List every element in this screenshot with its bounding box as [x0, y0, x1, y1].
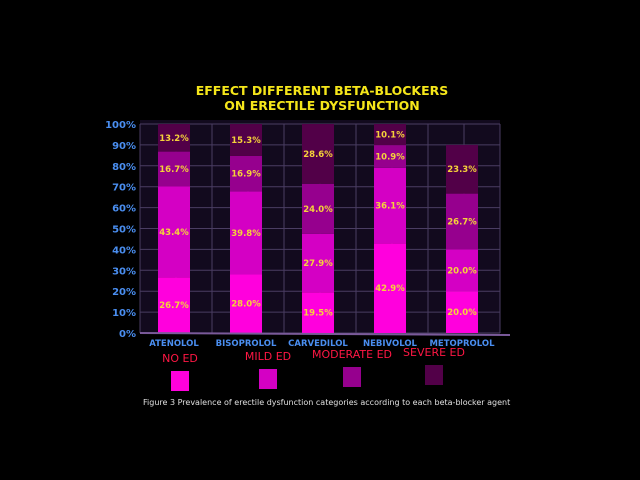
legend-swatch: [259, 369, 277, 389]
x-tick-label: METOPROLOL: [429, 339, 495, 349]
y-tick-label: 40%: [112, 245, 136, 256]
bar-severe-ed: [158, 124, 190, 152]
bar-no-ed: [302, 292, 334, 333]
bar-severe-ed: [302, 124, 334, 184]
x-tick-label: ATENOLOL: [149, 339, 199, 349]
legend-label: MILD ED: [245, 350, 291, 363]
legend-swatch: [425, 365, 443, 385]
legend-swatch: [171, 371, 189, 391]
legend-label: NO ED: [162, 352, 198, 365]
chart-title-line-1: EFFECT DIFFERENT BETA-BLOCKERS: [196, 83, 449, 98]
data-label: 10.1%: [375, 131, 405, 141]
x-axis: [139, 332, 511, 336]
x-tick-label: NEBIVOLOL: [363, 339, 418, 349]
bar-severe-ed: [374, 124, 406, 146]
data-label: 19.5%: [303, 309, 333, 319]
figure-caption: Figure 3 Prevalence of erectile dysfunct…: [143, 398, 510, 407]
data-label: 24.0%: [303, 205, 333, 215]
chart-title-line-2: ON ERECTILE DYSFUNCTION: [224, 98, 419, 113]
bar-moderate-ed: [230, 155, 262, 192]
y-tick-label: 80%: [112, 162, 136, 173]
bar-mild-ed: [158, 186, 190, 278]
data-label: 28.6%: [303, 150, 333, 160]
bar-severe-ed: [446, 144, 478, 194]
bar-moderate-ed: [158, 151, 190, 187]
data-label: 15.3%: [231, 136, 261, 146]
bar-no-ed: [374, 243, 406, 333]
data-label: 20.0%: [447, 266, 477, 276]
data-label: 36.1%: [375, 202, 405, 212]
data-label: 23.3%: [447, 165, 477, 175]
y-tick-label: 50%: [112, 225, 136, 236]
bar-mild-ed: [230, 191, 262, 275]
y-tick-label: 100%: [105, 120, 136, 131]
data-label: 43.4%: [159, 228, 189, 238]
y-tick-label: 90%: [112, 141, 136, 152]
x-tick-label: CARVEDILOL: [288, 339, 348, 349]
legend-label: MODERATE ED: [312, 348, 392, 361]
data-label: 16.7%: [159, 165, 189, 175]
bar-mild-ed: [446, 249, 478, 292]
data-label: 10.9%: [375, 152, 405, 162]
bar-moderate-ed: [302, 183, 334, 234]
data-label: 13.2%: [159, 134, 189, 144]
bar-moderate-ed: [374, 145, 406, 168]
data-label: 26.7%: [447, 217, 477, 227]
data-label: 20.0%: [447, 308, 477, 318]
data-label: 16.9%: [231, 170, 261, 180]
data-label: 42.9%: [375, 284, 405, 294]
x-tick-label: BISOPROLOL: [216, 339, 277, 349]
bar-severe-ed: [230, 124, 262, 156]
bar-mild-ed: [374, 167, 406, 244]
y-tick-label: 30%: [112, 266, 136, 277]
data-label: 28.0%: [231, 300, 261, 310]
y-tick-label: 10%: [112, 308, 136, 319]
y-tick-label: 0%: [119, 329, 136, 340]
bar-no-ed: [158, 277, 190, 333]
bar-no-ed: [230, 274, 262, 333]
y-tick-label: 60%: [112, 204, 136, 215]
data-label: 26.7%: [159, 301, 189, 311]
bar-mild-ed: [302, 233, 334, 293]
data-label: 39.8%: [231, 229, 261, 239]
data-label: 27.9%: [303, 259, 333, 269]
y-tick-label: 20%: [112, 287, 136, 298]
legend-label: SEVERE ED: [403, 346, 465, 359]
bar-moderate-ed: [446, 193, 478, 250]
bar-no-ed: [446, 291, 478, 333]
legend-swatch: [343, 367, 361, 387]
y-tick-label: 70%: [112, 183, 136, 194]
